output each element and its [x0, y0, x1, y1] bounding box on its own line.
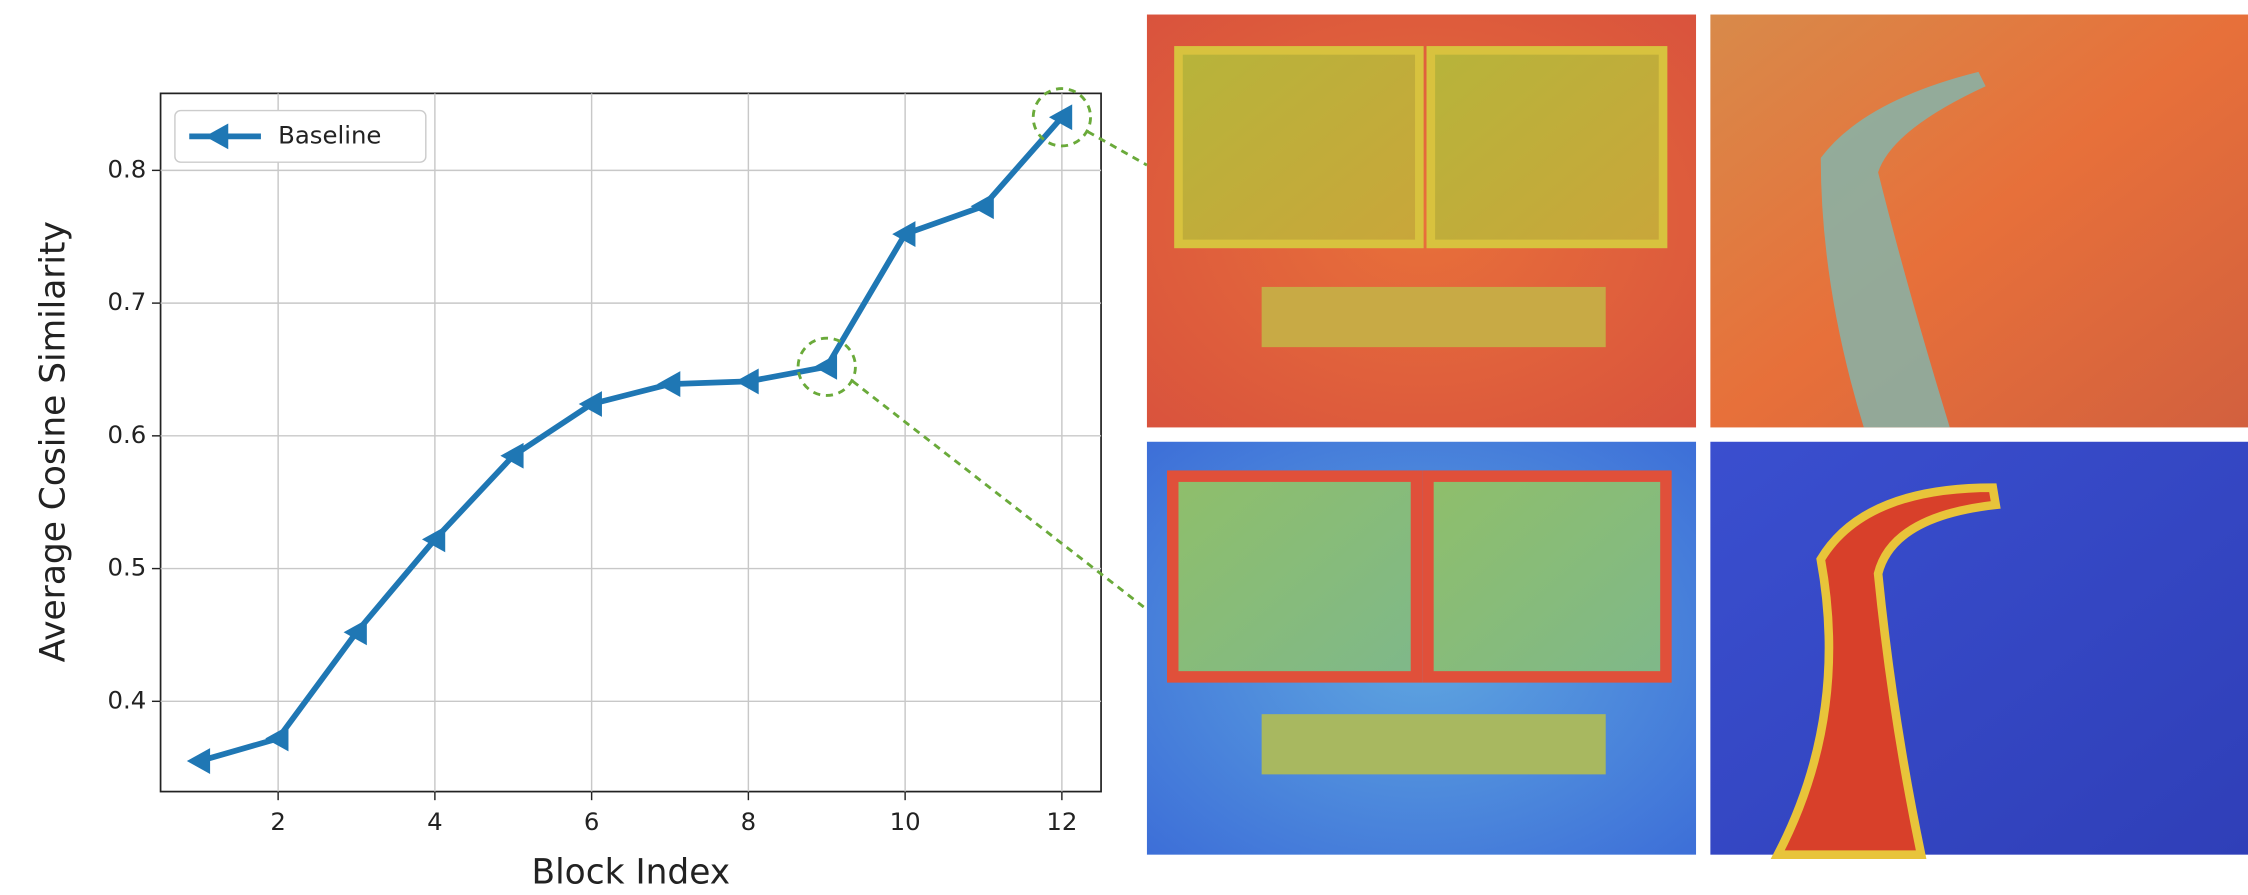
marker — [657, 371, 680, 397]
marker — [971, 193, 994, 219]
y-tick-label: 0.6 — [107, 420, 146, 449]
x-tick-label: 6 — [584, 807, 600, 836]
x-tick-label: 12 — [1046, 807, 1077, 836]
y-tick-label: 0.4 — [107, 685, 146, 714]
x-tick-label: 10 — [890, 807, 921, 836]
series-line — [200, 117, 1062, 761]
keyboard — [1262, 287, 1606, 347]
marker — [187, 748, 210, 774]
x-axis-label: Block Index — [532, 852, 731, 892]
y-axis-label: Average Cosine Similarity — [34, 221, 74, 662]
heatmap-panels — [1147, 15, 2248, 855]
y-tick-label: 0.7 — [107, 287, 146, 316]
marker — [892, 221, 915, 247]
marker — [265, 726, 288, 752]
y-tick-label: 0.8 — [107, 154, 146, 183]
x-tick-label: 4 — [427, 807, 443, 836]
x-tick-label: 8 — [741, 807, 757, 836]
monitor — [1178, 50, 1419, 244]
page: {"chart_data":{"type":"line","x_label":"… — [0, 0, 2248, 895]
monitor — [1428, 476, 1666, 677]
y-tick-label: 0.5 — [107, 553, 146, 582]
keyboard — [1262, 714, 1606, 774]
marker — [735, 369, 758, 395]
axes-frame — [161, 93, 1101, 791]
figure: Block Index Average Cosine Similarity 2 4… — [0, 0, 2248, 895]
x-tick-label: 2 — [270, 807, 286, 836]
connector — [853, 381, 1147, 609]
monitor — [1173, 476, 1417, 677]
legend-label: Baseline — [278, 120, 381, 149]
marker — [814, 354, 837, 380]
monitor — [1431, 50, 1663, 244]
connector — [1088, 132, 1147, 165]
